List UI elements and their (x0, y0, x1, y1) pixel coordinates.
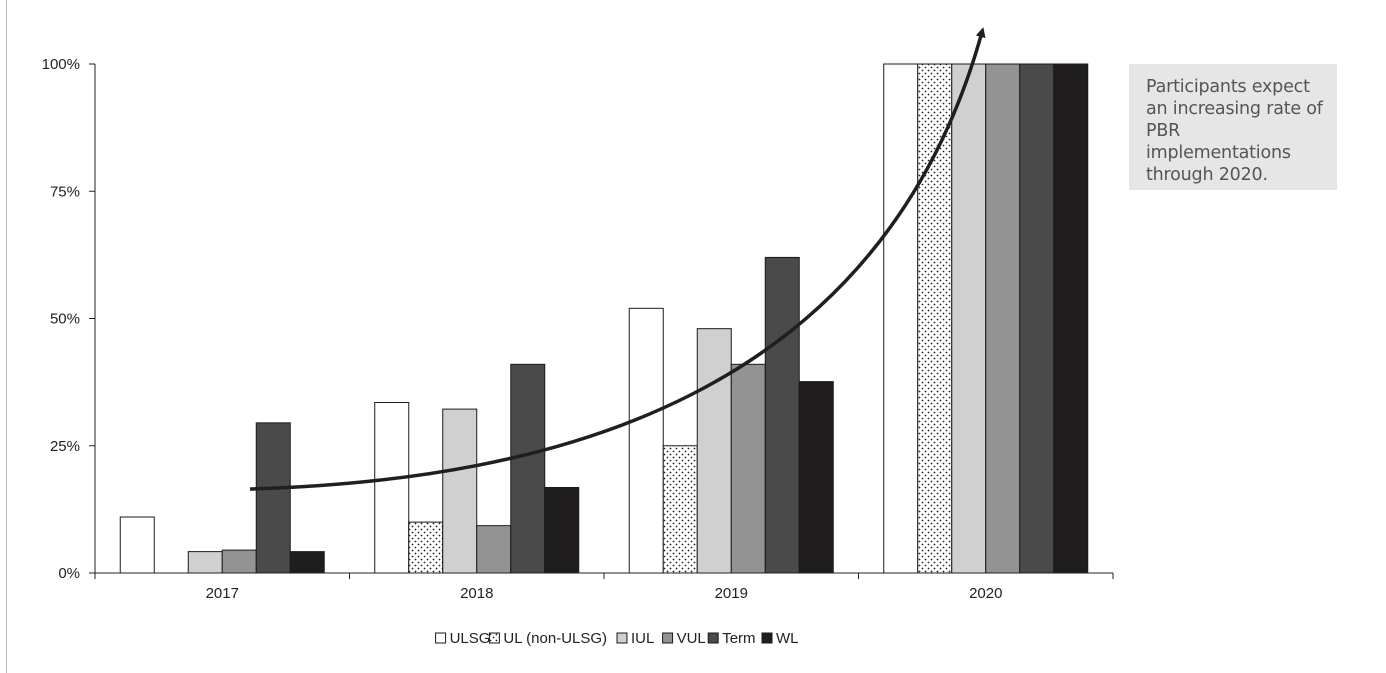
bar-ul-non-ulsg-2020 (917, 63, 953, 574)
legend-label: Term (722, 630, 755, 647)
x-axis: 2017 2018 2019 2020 (94, 572, 1114, 602)
bar-chart: 0% 25% 50% 75% 100% 2017 2018 2019 2020 ULSG UL … (42, 27, 1114, 647)
y-tick-label: 50% (50, 311, 80, 328)
bar-wl-2020 (1053, 63, 1089, 574)
left-border (6, 0, 7, 673)
x-tick-label: 2017 (206, 585, 239, 602)
bar-term-2017 (255, 422, 291, 574)
bar-ulsg-2020 (883, 63, 919, 574)
x-tick-label: 2018 (460, 585, 493, 602)
bar-wl-2019 (798, 381, 834, 574)
bar-vul-2017 (221, 549, 257, 574)
x-tick-label: 2019 (715, 585, 748, 602)
y-tick-label: 0% (58, 565, 80, 582)
y-axis: 0% 25% 50% 75% 100% (42, 56, 96, 582)
legend-label: WL (776, 630, 799, 647)
bar-vul-2020 (985, 63, 1021, 574)
bar-ul-non-ulsg-2019 (662, 445, 698, 574)
bar-iul-2018 (442, 408, 478, 574)
y-tick-label: 75% (50, 183, 80, 200)
legend-swatch (662, 632, 674, 644)
bar-vul-2019 (730, 363, 766, 574)
bar-ulsg-2017 (119, 516, 155, 574)
bar-ulsg-2019 (628, 307, 664, 574)
x-tick-label: 2020 (969, 585, 1002, 602)
callout-note: Participants expect an increasing rate o… (1129, 64, 1337, 190)
legend-label: UL (non-ULSG) (503, 630, 607, 647)
bar-iul-2020 (951, 63, 987, 574)
bar-vul-2018 (476, 525, 512, 574)
legend: ULSG UL (non-ULSG) IUL VUL Term WL (435, 630, 799, 647)
bar-iul-2017 (187, 551, 223, 574)
legend-swatch (707, 632, 719, 644)
legend-swatch (616, 632, 628, 644)
bars (119, 63, 1089, 574)
bar-iul-2019 (696, 328, 732, 574)
legend-swatch (488, 632, 500, 644)
legend-label: VUL (677, 630, 706, 647)
bar-term-2018 (510, 363, 546, 574)
bar-wl-2017 (289, 551, 325, 574)
bar-term-2019 (764, 256, 800, 574)
y-tick-label: 25% (50, 438, 80, 455)
bar-ulsg-2018 (374, 401, 410, 574)
bar-term-2020 (1019, 63, 1055, 574)
bar-wl-2018 (544, 486, 580, 574)
trend-arrow (249, 27, 986, 491)
legend-label: ULSG (450, 630, 491, 647)
legend-swatch (435, 632, 447, 644)
legend-swatch (761, 632, 773, 644)
legend-label: IUL (631, 630, 654, 647)
y-tick-label: 100% (42, 56, 80, 73)
bar-ul-non-ulsg-2018 (408, 521, 444, 574)
